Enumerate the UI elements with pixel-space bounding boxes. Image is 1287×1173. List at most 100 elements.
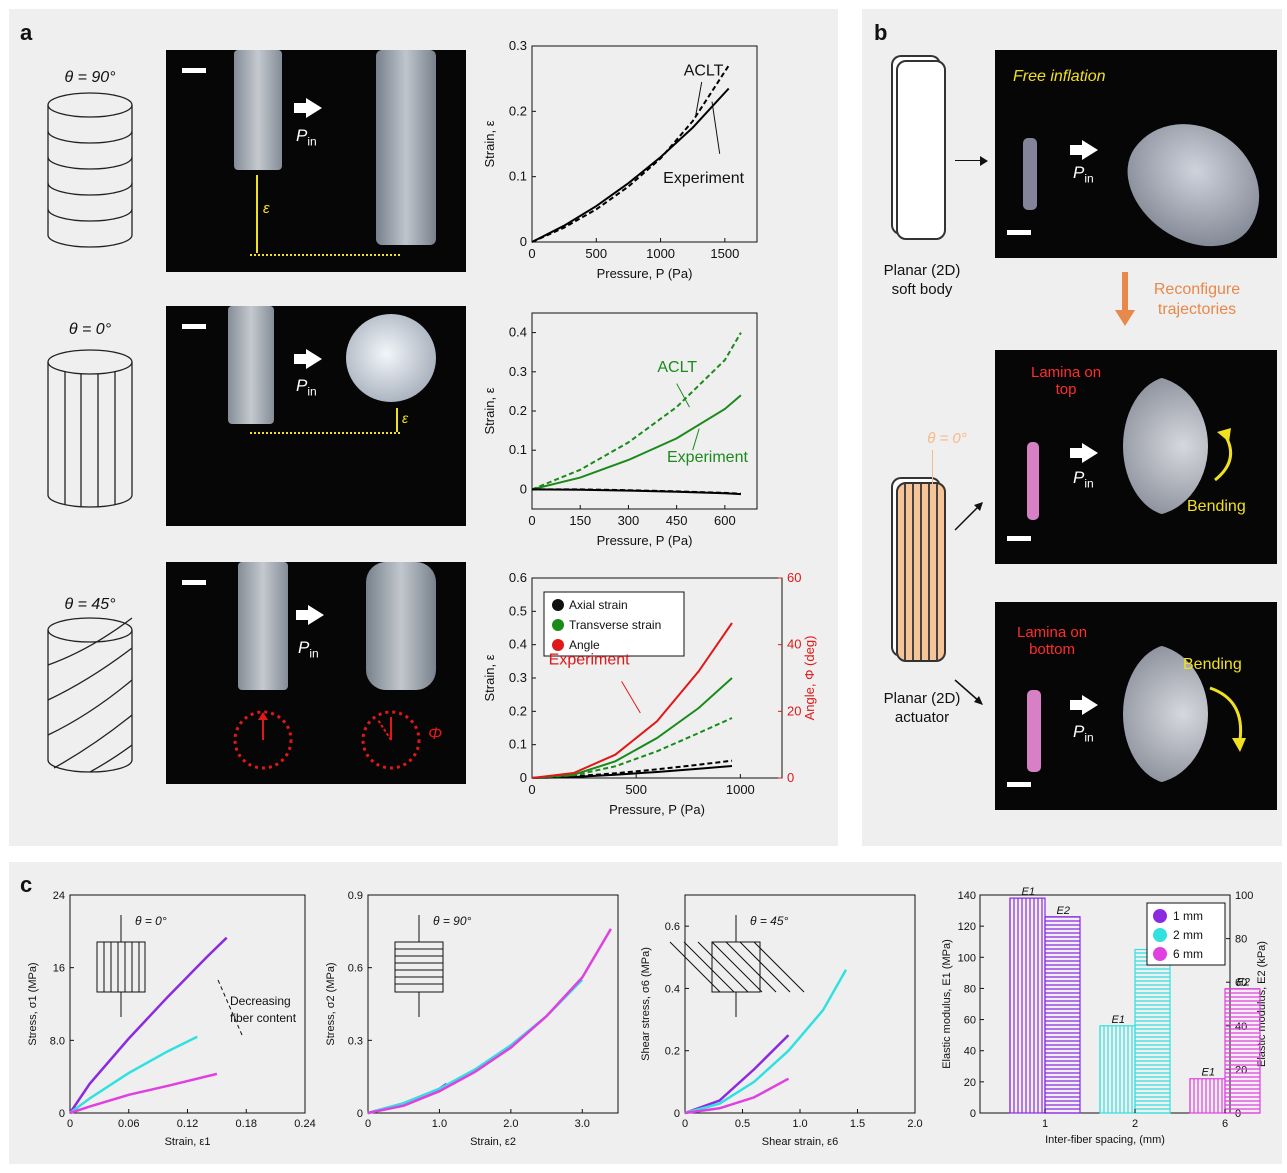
y-tick-label: 0.3 [509, 670, 527, 685]
x-axis-label: Strain, ε1 [165, 1136, 211, 1148]
inset-label: θ = 45° [750, 914, 789, 928]
series-line-1 [684, 969, 848, 1115]
flat-actuator [1027, 690, 1041, 772]
p-in-label: Pin [1073, 722, 1094, 745]
theta-0-actuator-label: θ = 0° [927, 430, 967, 447]
legend: Axial strain Transverse strain Angle [543, 591, 685, 657]
y-axis-label: Stress, σ1 (MPa) [27, 962, 39, 1045]
arrow-right-stem [296, 610, 310, 620]
arrow-right-stem [294, 354, 308, 364]
arrow-right-icon [306, 349, 322, 369]
tube-initial [234, 50, 282, 170]
theta-45-label: θ = 45° [64, 596, 116, 613]
legend-marker [1153, 928, 1167, 942]
annotation-leader [621, 681, 641, 714]
theta-0-label: θ = 0° [68, 321, 112, 338]
y-tick-label: 0.2 [665, 1046, 680, 1058]
y-tick-label: 40 [964, 1046, 976, 1058]
x-axis-label: Strain, ε2 [470, 1136, 516, 1148]
reconfigure-arrowhead-icon [1115, 310, 1135, 326]
x-tick-label: 1 [1042, 1118, 1048, 1130]
y-axis-label: Shear stress, σ6 (MPa) [640, 947, 652, 1061]
bar-e1-6 [1189, 1078, 1226, 1114]
y-tick-label: 16 [53, 963, 65, 975]
lamina-top-label: Lamina on top [1031, 364, 1102, 398]
x-tick-label: 0 [528, 782, 535, 797]
x-tick-label: 450 [666, 513, 688, 528]
theta-90-label: θ = 90° [64, 69, 116, 86]
legend: 1 mm 2 mm 6 mm [1146, 902, 1226, 966]
legend-entry: Angle [569, 638, 600, 652]
cylinder-0-icon [47, 349, 133, 508]
series-line-2 [69, 1072, 218, 1115]
y2-axis-label: Angle, Φ (deg) [802, 636, 817, 721]
balloon-inflated [346, 314, 436, 402]
reconfigure-arrow [1122, 272, 1128, 312]
x-tick-label: 1500 [710, 246, 739, 261]
legend-entry: 2 mm [1173, 928, 1203, 942]
annotation-aclt: ACLT [684, 62, 724, 79]
photo-free-inflation: Free inflation Pin [995, 50, 1277, 258]
arrow-right-icon [308, 605, 324, 625]
bar-e2-2 [1134, 948, 1171, 1114]
series-line-1 [531, 65, 730, 243]
x-tick-label: 0 [67, 1118, 73, 1130]
y2-axis-label: Elastic modulus, E2 (kPa) [1256, 941, 1268, 1067]
y-tick-label: 0 [520, 481, 527, 496]
y-tick-label: 0.6 [665, 921, 680, 933]
series-line-1 [69, 1035, 198, 1115]
scale-bar [182, 324, 206, 329]
panel-label-b: b [874, 20, 888, 45]
tube-initial [238, 562, 288, 690]
y2-tick-label: 40 [1235, 1021, 1247, 1033]
y2-tick-label: 80 [1235, 934, 1247, 946]
inset-fiber [753, 941, 805, 993]
free-inflation-label: Free inflation [1013, 68, 1106, 85]
y2-tick-label: 60 [787, 570, 801, 585]
p-in-label: Pin [298, 638, 319, 661]
inset-fiber [711, 941, 763, 993]
y-tick-label: 0 [674, 1108, 680, 1120]
chart-c2-stress-strain-90: 0 1.0 2.0 3.0 0 0.3 0.6 0.9 Strain, ε2 Stress, σ2… [325, 890, 619, 1148]
x-tick-label: 500 [625, 782, 647, 797]
photo-theta-0: Pin ε [166, 306, 466, 526]
legend-entry: Axial strain [569, 598, 628, 612]
annotation-leader [694, 81, 703, 118]
y2-tick-label: 0 [787, 770, 794, 785]
series-line-1 [531, 332, 742, 491]
bar-label-e1: E1 [1202, 1067, 1215, 1079]
reference-line [250, 254, 400, 256]
y-tick-label: 24 [53, 890, 65, 902]
annotation-experiment: Experiment [667, 449, 748, 466]
x-tick-label: 0 [528, 246, 535, 261]
bar-e2-1 [1044, 916, 1081, 1114]
chart-c3-shear-45: 0 0.5 1.0 1.5 2.0 0 0.2 0.4 0.6 Shear strain, ε6 S… [640, 894, 923, 1148]
legend-marker [1153, 947, 1167, 961]
flat-actuator [1027, 442, 1039, 520]
x-tick-label: 600 [714, 513, 736, 528]
x-tick-label: 1.0 [792, 1118, 807, 1130]
x-axis-label: Pressure, P (Pa) [597, 533, 693, 548]
inset-fiber [725, 941, 777, 993]
p-in-label: Pin [296, 376, 317, 399]
planar-soft-body-label: Planar (2D) soft body [883, 262, 961, 298]
x-tick-label: 3.0 [575, 1118, 590, 1130]
bar-e1-outline [1099, 1025, 1136, 1114]
y2-tick-label: 20 [787, 703, 801, 718]
arrow-right-icon [1082, 140, 1098, 160]
chart-a2-strain-0: 0 150 300 450 600 0 0.1 0.2 0.3 0.4 Pressure, P (P… [482, 312, 758, 548]
epsilon-arrow [256, 175, 258, 253]
photo-theta-45: Pin Φ [166, 562, 466, 784]
arrowhead-icon [980, 156, 988, 166]
bending-label: Bending [1187, 498, 1246, 515]
planar-actuator-shape [896, 482, 946, 662]
y-tick-label: 0.6 [509, 570, 527, 585]
annotation-decreasing: Decreasing [230, 994, 291, 1008]
x-tick-label: 150 [569, 513, 591, 528]
legend-marker [552, 619, 564, 631]
y-tick-label: 0.1 [509, 737, 527, 752]
y-tick-label: 60 [964, 1015, 976, 1027]
x-tick-label: 1000 [646, 246, 675, 261]
x-tick-label: 0 [528, 513, 535, 528]
y-tick-label: 140 [958, 890, 976, 902]
